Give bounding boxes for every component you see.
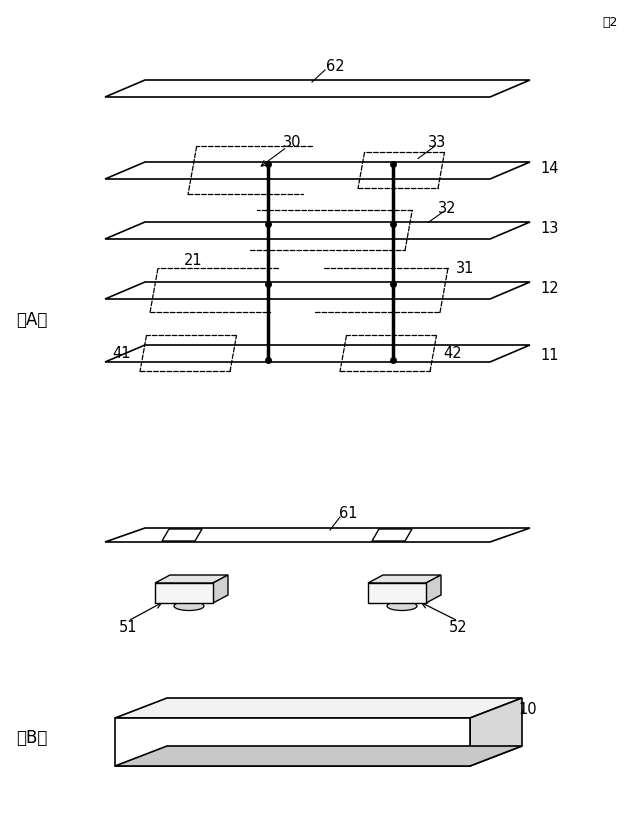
Polygon shape [115, 698, 522, 718]
Text: 12: 12 [540, 281, 559, 296]
Polygon shape [115, 746, 522, 766]
Polygon shape [115, 718, 470, 766]
Polygon shape [470, 698, 522, 766]
Text: 62: 62 [326, 58, 344, 74]
Text: 13: 13 [540, 221, 558, 236]
Polygon shape [372, 529, 412, 541]
Text: 52: 52 [449, 620, 467, 635]
Text: 31: 31 [456, 260, 474, 276]
Text: 21: 21 [184, 253, 202, 268]
Text: 33: 33 [428, 135, 446, 149]
Polygon shape [105, 222, 530, 239]
Text: 10: 10 [518, 701, 538, 717]
Polygon shape [105, 162, 530, 179]
Polygon shape [162, 529, 202, 541]
Polygon shape [105, 282, 530, 299]
Ellipse shape [387, 602, 417, 611]
Text: 41: 41 [113, 346, 131, 360]
Text: 30: 30 [283, 135, 301, 149]
Polygon shape [368, 583, 426, 603]
Polygon shape [155, 583, 213, 603]
Polygon shape [368, 575, 441, 583]
Polygon shape [105, 528, 530, 542]
Text: 32: 32 [438, 200, 456, 215]
Ellipse shape [174, 602, 204, 611]
Polygon shape [426, 575, 441, 603]
Text: 51: 51 [119, 620, 137, 635]
Polygon shape [105, 80, 530, 97]
Polygon shape [155, 575, 228, 583]
Text: 11: 11 [540, 347, 559, 363]
Text: （B）: （B） [16, 729, 48, 747]
Text: 図2: 図2 [602, 16, 618, 29]
Text: （A）: （A） [16, 311, 48, 329]
Polygon shape [105, 345, 530, 362]
Text: 61: 61 [339, 507, 357, 521]
Text: 42: 42 [444, 346, 462, 360]
Text: 14: 14 [540, 160, 559, 176]
Polygon shape [213, 575, 228, 603]
